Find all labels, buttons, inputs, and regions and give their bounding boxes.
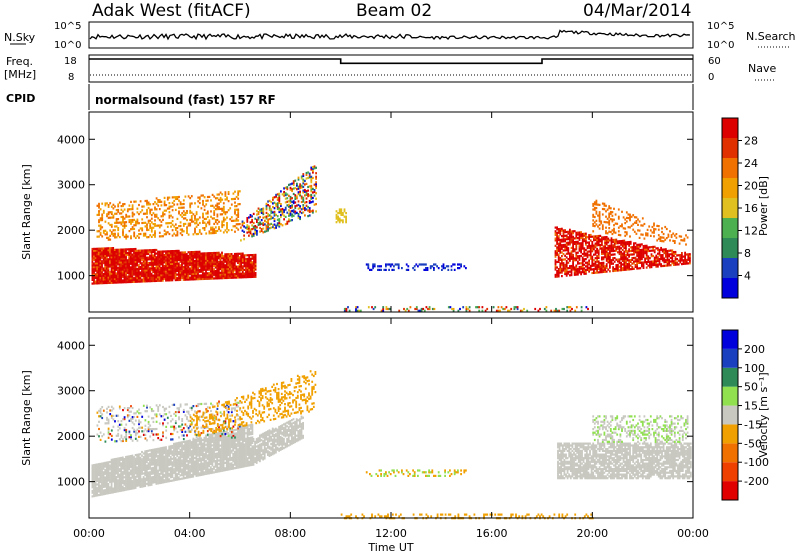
nsearch-tick-top: 10^5 [707,21,734,32]
freq-tick-top: 18 [64,56,77,67]
power-ytick-label: 2000 [57,224,85,237]
nsky-label: N.Sky [4,31,36,44]
nsearch-tick-bottom: 10^0 [707,40,734,51]
power-ylabel: Slant Range [km] [20,164,33,260]
cpid-label: CPID [6,92,35,105]
velocity-colorbar-tick: -100 [744,456,769,469]
nave-tick-bottom: 0 [708,72,714,83]
nave-label: Nave [748,62,776,75]
velocity-ylabel: Slant Range [km] [20,370,33,466]
nsky-tick-top: 10^5 [54,21,81,32]
x-tick-label: 04:00 [174,527,206,540]
nsearch-label: N.Search [746,30,796,43]
x-tick-label: 08:00 [274,527,306,540]
velocity-colorbar-tick: -15 [744,418,762,431]
power-colorbar-tick: 16 [744,202,758,215]
velocity-colorbar-tick: 50 [744,381,758,394]
velocity-ytick-label: 3000 [57,385,85,398]
velocity-colorbar: -200 -100 -50 -15 15 50 100 200 [721,329,769,501]
velocity-colorbar-tick: -50 [744,437,762,450]
freq-label: Freq. [6,55,33,68]
x-axis-label: Time UT [367,541,413,554]
velocity-scatter [91,370,692,520]
power-ytick-label: 4000 [57,133,85,146]
velocity-ytick-label: 4000 [57,339,85,352]
x-tick-label: 16:00 [476,527,508,540]
nsky-panel [88,21,694,49]
freq-unit: [MHz] [4,68,36,81]
freq-tick-bottom: 8 [68,72,74,83]
velocity-colorbar-tick: 100 [744,362,765,375]
velocity-colorbar-tick: 15 [744,400,758,413]
nave-tick-top: 60 [708,56,721,67]
power-colorbar-tick: 24 [744,157,758,170]
power-colorbar-tick: 28 [744,135,758,148]
velocity-ytick-label: 1000 [57,476,85,489]
power-ytick-label: 1000 [57,270,85,283]
cpid-value: normalsound (fast) 157 RF [95,93,276,107]
station-title: Adak West (fitACF) [92,1,251,21]
power-colorbar-tick: 4 [744,270,751,283]
velocity-colorbar-tick: 200 [744,343,765,356]
x-tick-label: 12:00 [375,527,407,540]
velocity-colorbar-label: Velocity [m s⁻¹] [757,372,770,457]
nsky-trace [89,29,691,41]
date-title: 04/Mar/2014 [583,1,691,21]
power-colorbar-tick: 12 [744,225,758,238]
freq-trace [89,58,693,65]
x-tick-label: 00:00 [677,527,709,540]
power-colorbar-tick: 8 [744,247,751,260]
power-colorbar-label: Power [dB] [757,176,770,236]
power-colorbar-tick: 20 [744,180,758,193]
nsky-tick-bottom: 10^0 [54,40,81,51]
freq-panel [88,54,694,83]
velocity-colorbar-tick: -200 [744,475,769,488]
power-colorbar: 4 8 12 16 20 24 28 [721,117,758,299]
power-scatter [91,165,691,312]
velocity-ytick-label: 2000 [57,430,85,443]
x-tick-label: 00:00 [73,527,105,540]
beam-title: Beam 02 [356,1,432,21]
x-tick-label: 20:00 [576,527,608,540]
power-ytick-label: 3000 [57,179,85,192]
